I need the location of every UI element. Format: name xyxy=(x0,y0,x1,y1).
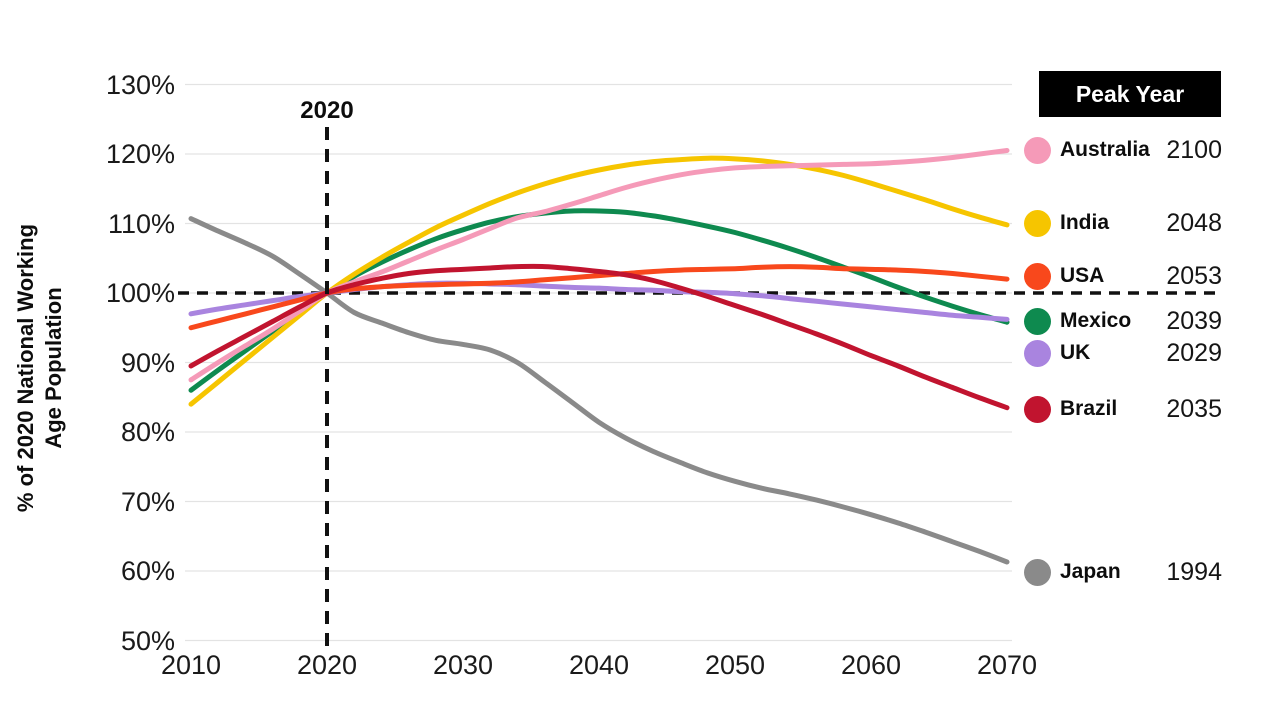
x-tick-label-2050: 2050 xyxy=(704,650,766,680)
y-tick-label-130: 130% xyxy=(105,69,175,100)
y-tick-label-80: 80% xyxy=(120,417,175,447)
x-tick-label-2040: 2040 xyxy=(568,650,630,680)
legend-dot-uk xyxy=(1024,339,1051,367)
y-tick-label-110: 110% xyxy=(107,208,175,239)
legend-item-india: India 2048 xyxy=(1024,206,1222,240)
legend-dot-usa xyxy=(1024,262,1051,290)
legend-peak-year-value: 2029 xyxy=(1166,338,1222,367)
x-tick-label-2010: 2010 xyxy=(160,650,222,680)
legend-dot-mexico xyxy=(1024,307,1051,335)
legend-title-peak-year: Peak Year xyxy=(1039,71,1221,117)
y-axis-title-line1: % of 2020 National Working xyxy=(13,223,38,513)
y-tick-label-90: 90% xyxy=(120,347,175,378)
legend-country-label: Brazil xyxy=(1060,397,1118,420)
legend-country-label: India xyxy=(1060,211,1110,234)
legend-peak-year-value: 2035 xyxy=(1166,394,1222,423)
legend-country-label: USA xyxy=(1060,264,1105,287)
y-tick-label-60: 60% xyxy=(120,556,175,586)
legend-peak-year-value: 1994 xyxy=(1166,557,1222,586)
legend-item-usa: USA 2053 xyxy=(1024,259,1222,293)
legend-peak-year-value: 2039 xyxy=(1166,306,1222,335)
legend-peak-year-value: 2053 xyxy=(1166,261,1222,290)
x-tick-label-2070: 2070 xyxy=(976,650,1038,680)
x-tick-label-2020: 2020 xyxy=(296,650,358,680)
legend-item-brazil: Brazil 2035 xyxy=(1024,392,1222,426)
y-tick-label-50: 50% xyxy=(120,625,175,656)
legend-country-label: Mexico xyxy=(1060,309,1132,332)
legend-country-label: Australia xyxy=(1060,138,1150,161)
legend-dot-japan xyxy=(1024,558,1051,586)
legend-item-uk: UK 2029 xyxy=(1024,336,1222,370)
y-tick-label-120: 120% xyxy=(105,139,175,169)
x-tick-label-2060: 2060 xyxy=(840,650,902,680)
legend-item-mexico: Mexico 2039 xyxy=(1024,304,1222,338)
vertical-reference-year-label: 2020 xyxy=(300,97,354,124)
legend-peak-year-value: 2048 xyxy=(1166,208,1222,237)
legend-peak-year-value: 2100 xyxy=(1166,135,1222,164)
y-tick-label-100: 100% xyxy=(105,278,175,308)
legend-country-label: Japan xyxy=(1060,560,1121,583)
x-tick-label-2030: 2030 xyxy=(432,650,494,680)
legend-item-australia: Australia 2100 xyxy=(1024,133,1222,167)
y-tick-label-70: 70% xyxy=(120,486,175,517)
legend-dot-brazil xyxy=(1024,395,1051,423)
legend-item-japan: Japan 1994 xyxy=(1024,555,1222,589)
legend-dot-india xyxy=(1024,209,1051,237)
legend-country-label: UK xyxy=(1060,341,1091,364)
legend-dot-australia xyxy=(1024,136,1051,164)
